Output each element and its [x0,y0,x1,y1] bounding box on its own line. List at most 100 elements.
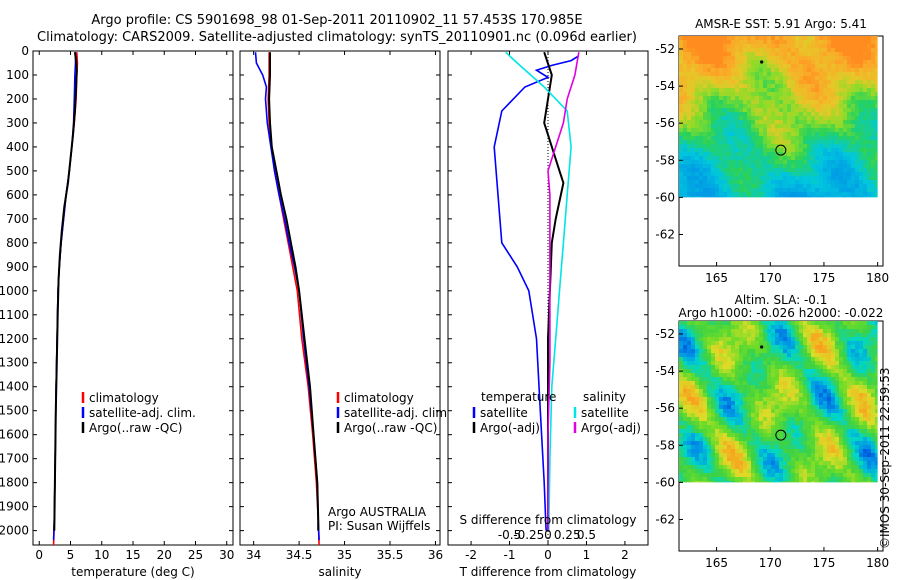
sla_map-heat-cell [683,321,687,325]
sla_map-heat-cell [779,433,783,437]
sla_map-heat-cell [859,401,863,405]
sst_map-heat-cell [803,132,807,136]
sst_map-heat-cell [815,88,819,92]
sst_map-heat-cell [703,104,707,108]
sst_map-heat-cell [823,80,827,84]
sst_map-heat-cell [739,36,743,40]
sst_map-heat-cell [763,136,767,140]
sst_map-heat-cell [735,176,739,180]
sst_map-heat-cell [723,124,727,128]
sst_map-heat-cell [703,184,707,188]
sla_map-heat-cell [799,481,803,483]
sst_map-heat-cell [827,76,831,80]
sst_map-heat-cell [819,184,823,188]
sla_map-heat-cell [775,461,779,465]
sla_map-heat-cell [767,385,771,389]
sst_map-heat-cell [719,88,723,92]
sst_map-heat-cell [807,72,811,76]
sla_map-heat-cell [839,437,843,441]
sst_map-heat-cell [767,108,771,112]
sla_map-heat-cell [779,393,783,397]
sst_map-heat-cell [723,112,727,116]
sst_map-heat-cell [855,96,859,100]
sst_map-heat-cell [695,100,699,104]
sla_map-heat-cell [691,481,695,483]
sla_map-heat-cell [787,429,791,433]
sla_map-heat-cell [727,329,731,333]
sst_map-heat-cell [691,144,695,148]
sla_map-heat-cell [699,325,703,329]
sst_map-heat-cell [795,104,799,108]
sst_map-heat-cell [779,148,783,152]
sst_map-heat-cell [803,36,807,40]
sst_map-heat-cell [847,64,851,68]
sst_map-heat-cell [735,152,739,156]
sla_map-heat-cell [795,425,799,429]
sst_map-heat-cell [683,104,687,108]
sst_map-heat-cell [831,128,835,132]
sst_map-heat-cell [863,64,867,68]
sst_map-heat-cell [747,136,751,140]
sst_map-heat-cell [739,88,743,92]
sst_map-heat-cell [807,124,811,128]
sst_map-heat-cell [795,136,799,140]
sst_map-heat-cell [791,124,795,128]
sla_map-heat-cell [811,329,815,333]
sla_map-heat-cell [791,377,795,381]
sla_map-heat-cell [743,481,747,483]
temperature-xtick-label: 20 [157,548,172,562]
sla_map-heat-cell [763,361,767,365]
sla_map-heat-cell [775,385,779,389]
sst_map-heat-cell [691,40,695,44]
sla_map-heat-cell [759,365,763,369]
sla_map-heat-cell [855,337,859,341]
sla_map-heat-cell [771,325,775,329]
sla_map-heat-cell [699,345,703,349]
sla_map-heat-cell [691,337,695,341]
sla_map-heat-cell [783,321,787,325]
sst_map-heat-cell [787,128,791,132]
sla_map-heat-cell [759,425,763,429]
sst_map-heat-cell [807,40,811,44]
sst_map-heat-cell [763,180,767,184]
sla_map-heat-cell [859,473,863,477]
sst_map-heat-cell [843,188,847,192]
sla_map-heat-cell [771,361,775,365]
sst_map-heat-cell [839,180,843,184]
sst_map-heat-cell [859,100,863,104]
sst_map-heat-cell [823,44,827,48]
sla_map-heat-cell [747,449,751,453]
sla_map-heat-cell [823,329,827,333]
sst_map-heat-cell [847,40,851,44]
sla_map-heat-cell [747,381,751,385]
sla_map-heat-cell [711,457,715,461]
sst_map-heat-cell [779,176,783,180]
sst_map-title: AMSR-E SST: 5.91 Argo: 5.41 [695,17,867,31]
sst_map-heat-cell [851,72,855,76]
sla_map-heat-cell [863,349,867,353]
sst_map-heat-cell [851,92,855,96]
sla_map-heat-cell [731,341,735,345]
sst_map-heat-cell [799,112,803,116]
sst_map-heat-cell [755,76,759,80]
sla_map-heat-cell [815,321,819,325]
sst_map-heat-cell [795,72,799,76]
sst_map-heat-cell [871,88,875,92]
sla_map-heat-cell [875,325,878,329]
sla_map-heat-cell [703,417,707,421]
sst_map-heat-cell [735,128,739,132]
sla_map-heat-cell [735,461,739,465]
sla_map-heat-cell [863,413,867,417]
sla_map-heat-cell [695,417,699,421]
sst_map-heat-cell [871,152,875,156]
sla_map-heat-cell [723,369,727,373]
sst_map-heat-cell [771,76,775,80]
sla_map-heat-cell [859,413,863,417]
sst_map-heat-cell [839,196,843,198]
sst_map-heat-cell [871,176,875,180]
sla_map-heat-cell [723,397,727,401]
sla_map-heat-cell [715,449,719,453]
sla_map-heat-cell [875,381,878,385]
figure-title-line2: Climatology: CARS2009. Satellite-adjuste… [37,30,637,45]
sst_map-heat-cell [687,56,691,60]
